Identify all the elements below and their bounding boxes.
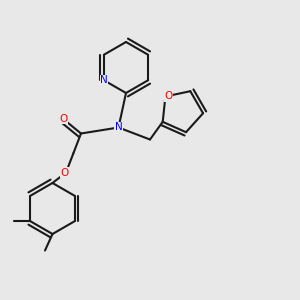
Text: O: O xyxy=(60,167,69,178)
Text: O: O xyxy=(164,92,172,101)
Text: N: N xyxy=(115,122,122,133)
Text: O: O xyxy=(59,113,67,124)
Text: N: N xyxy=(100,75,108,85)
